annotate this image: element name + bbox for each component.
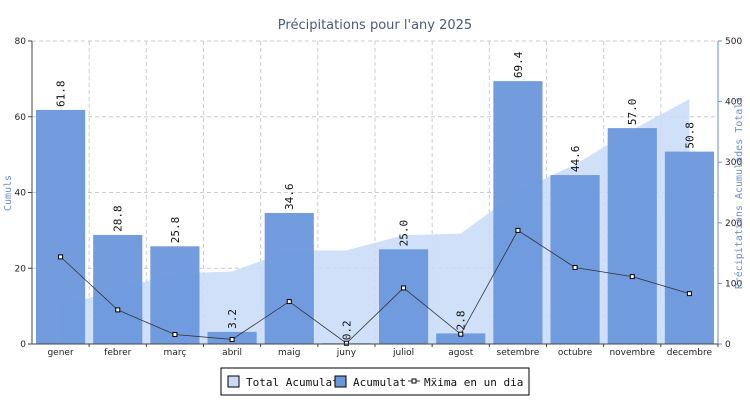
right-tick-label-100: 100 bbox=[725, 279, 742, 289]
right-tick-label-500: 500 bbox=[725, 37, 742, 47]
bar-value-label-setembre: 69.4 bbox=[512, 51, 525, 78]
x-tick-label-maig: maig bbox=[278, 348, 301, 358]
legend: Total Acumulat Acumulat Mẍima en un dia bbox=[220, 367, 530, 396]
left-tick-label-80: 80 bbox=[15, 37, 27, 47]
x-tick-label-agost: agost bbox=[448, 348, 473, 358]
maxima-point-juny bbox=[343, 340, 349, 346]
bar-value-label-octubre: 44.6 bbox=[569, 146, 582, 173]
bar-value-label-agost: 2.8 bbox=[455, 311, 468, 331]
maxima-point-juliol bbox=[401, 285, 407, 291]
legend-label-maxima: Mẍima en un dia bbox=[424, 376, 523, 389]
maxima-point-setembre bbox=[515, 227, 521, 233]
maxima-point-febrer bbox=[115, 307, 121, 313]
legend-label-total-acumulat: Total Acumulat bbox=[246, 376, 339, 389]
legend-marker-maxima bbox=[411, 378, 417, 384]
maxima-point-octubre bbox=[572, 264, 578, 270]
maxima-point-novembre bbox=[629, 274, 635, 280]
x-tick-label-abril: abril bbox=[222, 348, 242, 358]
bar-value-label-novembre: 57.0 bbox=[626, 99, 639, 126]
bar-value-label-febrer: 28.8 bbox=[112, 205, 125, 232]
x-tick-label-setembre: setembre bbox=[497, 348, 540, 358]
maxima-point-gener bbox=[58, 254, 64, 260]
x-tick-label-març: març bbox=[164, 348, 187, 358]
bar-febrer bbox=[93, 234, 143, 344]
legend-label-acumulat: Acumulat bbox=[353, 376, 406, 389]
acumulat-bars-layer bbox=[36, 81, 714, 345]
right-tick-label-200: 200 bbox=[725, 219, 742, 229]
legend-swatch-acumulat bbox=[334, 375, 347, 388]
bar-maig bbox=[264, 212, 314, 344]
axes: 0 20 40 60 80 0 100 200 300 400 500 gener febrer març… bbox=[15, 37, 743, 358]
x-tick-label-octubre: octubre bbox=[558, 348, 593, 358]
x-tick-label-juliol: juliol bbox=[392, 348, 414, 358]
chart-title: Précipitations pour l'any 2025 bbox=[278, 18, 472, 33]
bar-value-label-març: 25.8 bbox=[169, 217, 182, 244]
maxima-line bbox=[60, 229, 690, 344]
maxima-point-abril bbox=[229, 336, 235, 342]
legend-swatch-total-acumulat bbox=[227, 375, 240, 388]
maxima-point-maig bbox=[286, 299, 292, 305]
x-tick-label-gener: gener bbox=[47, 348, 73, 358]
bar-value-label-juny: 0.2 bbox=[340, 320, 353, 340]
bar-octubre bbox=[550, 175, 600, 344]
bar-value-label-gener: 61.8 bbox=[55, 80, 68, 107]
left-tick-label-20: 20 bbox=[15, 264, 27, 274]
bar-value-labels: 61.8 28.8 25.8 3.2 34.6 0.2 25.0 2.8 69.4 44.6 57.… bbox=[55, 51, 697, 340]
bar-gener bbox=[36, 109, 86, 345]
bar-agost bbox=[436, 333, 486, 344]
right-tick-label-0: 0 bbox=[725, 340, 731, 350]
right-tick-label-400: 400 bbox=[725, 98, 742, 108]
bar-juliol bbox=[379, 249, 429, 344]
x-tick-label-juny: juny bbox=[336, 348, 357, 358]
bar-value-label-abril: 3.2 bbox=[226, 309, 239, 329]
bar-value-label-maig: 34.6 bbox=[283, 183, 296, 210]
x-tick-label-decembre: decembre bbox=[667, 348, 713, 358]
bar-setembre bbox=[493, 81, 543, 345]
left-tick-label-0: 0 bbox=[20, 340, 26, 350]
bar-value-label-decembre: 50.8 bbox=[683, 122, 696, 149]
left-axis-title: Cumuls bbox=[3, 175, 14, 211]
x-tick-label-novembre: novembre bbox=[609, 348, 655, 358]
bar-novembre bbox=[607, 128, 657, 344]
left-tick-label-40: 40 bbox=[15, 189, 27, 199]
maxima-point-març bbox=[172, 332, 178, 338]
right-axis-title: Précipitations Acumulades Totals bbox=[733, 97, 745, 290]
maxima-line-layer bbox=[58, 227, 692, 346]
bar-value-label-juliol: 25.0 bbox=[398, 220, 411, 247]
left-tick-label-60: 60 bbox=[15, 113, 27, 123]
right-tick-label-300: 300 bbox=[725, 158, 742, 168]
legend-box bbox=[220, 367, 530, 396]
maxima-point-agost bbox=[458, 331, 464, 337]
bar-març bbox=[150, 246, 200, 344]
x-tick-label-febrer: febrer bbox=[104, 348, 131, 358]
bar-decembre bbox=[664, 151, 714, 344]
maxima-point-decembre bbox=[686, 291, 692, 297]
